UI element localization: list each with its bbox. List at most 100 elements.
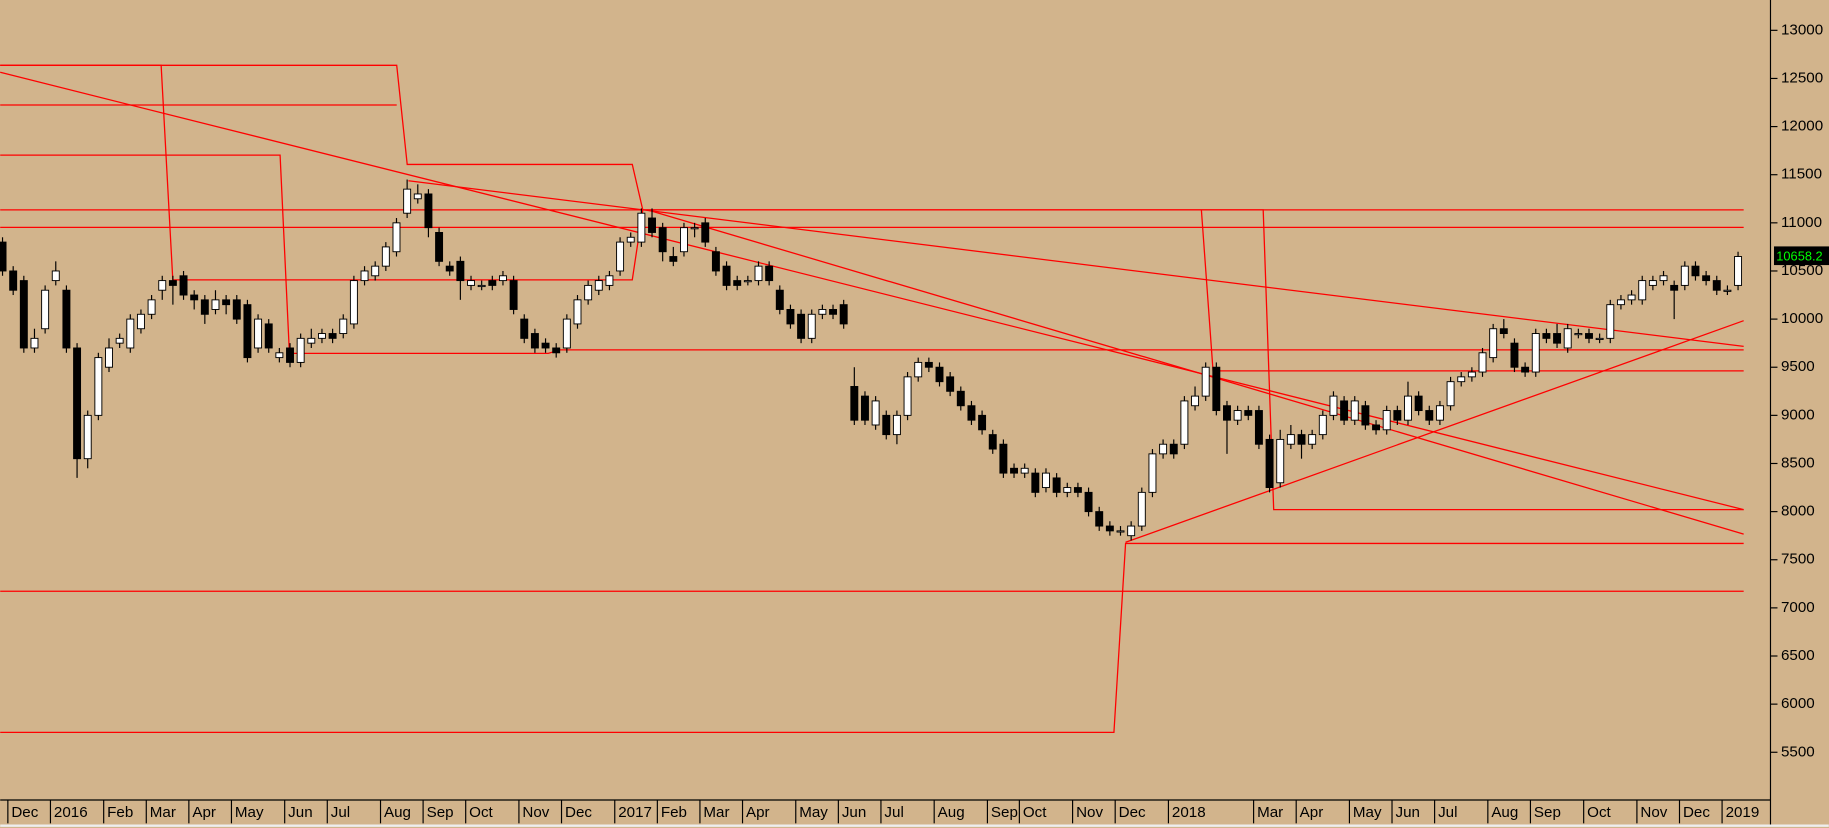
candle-body bbox=[648, 217, 656, 233]
candle-body bbox=[381, 246, 390, 267]
y-tick-label: 11000 bbox=[1781, 214, 1822, 231]
candle-body bbox=[637, 212, 646, 243]
candle-body bbox=[1276, 438, 1285, 484]
candle-body bbox=[286, 347, 294, 363]
candle-body bbox=[1691, 265, 1700, 277]
candle-body bbox=[9, 270, 18, 291]
candle-body bbox=[1254, 410, 1263, 445]
candle-body bbox=[1105, 525, 1114, 532]
candle-body bbox=[83, 414, 92, 460]
candle-body bbox=[1723, 289, 1732, 292]
candle-body bbox=[871, 400, 880, 426]
candle-body bbox=[1063, 487, 1072, 493]
candle-body bbox=[403, 188, 412, 214]
candle-body bbox=[1191, 395, 1200, 407]
trend-line bbox=[1125, 320, 1744, 543]
x-tick-label: 2016 bbox=[54, 804, 88, 821]
candle-body bbox=[1606, 304, 1615, 339]
candle-body bbox=[1680, 265, 1689, 286]
candle-body bbox=[1297, 434, 1306, 445]
candle-body bbox=[1318, 414, 1327, 436]
candle-body bbox=[0, 241, 7, 272]
candle-body bbox=[435, 231, 444, 262]
candle-body bbox=[1616, 299, 1625, 306]
candle-body bbox=[978, 414, 987, 431]
candle-body bbox=[1084, 491, 1093, 513]
candle-body bbox=[520, 318, 529, 339]
x-tick-label: 2018 bbox=[1172, 804, 1206, 821]
candle-body bbox=[1542, 333, 1551, 339]
x-tick-label: Feb bbox=[661, 804, 687, 821]
candle-body bbox=[264, 323, 273, 349]
candle-body bbox=[1201, 366, 1210, 397]
x-tick-label: Oct bbox=[469, 804, 493, 821]
candle-body bbox=[754, 265, 763, 282]
x-tick-label: Apr bbox=[1300, 804, 1324, 821]
candle-body bbox=[1467, 371, 1476, 378]
candle-body bbox=[275, 352, 284, 359]
candle-body bbox=[1372, 424, 1381, 431]
candle-body bbox=[711, 251, 720, 272]
candle-body bbox=[105, 347, 113, 368]
y-tick-label: 6000 bbox=[1781, 695, 1815, 712]
candle-body bbox=[1659, 275, 1668, 282]
candle-body bbox=[605, 275, 614, 286]
candle-body bbox=[818, 309, 827, 315]
candle-body bbox=[946, 376, 955, 392]
x-tick-label: 2017 bbox=[618, 804, 652, 821]
candle-body bbox=[1329, 395, 1338, 416]
candle-body bbox=[988, 434, 997, 450]
candle-body bbox=[1393, 410, 1402, 421]
candle-body bbox=[115, 337, 124, 344]
candle-body bbox=[882, 414, 891, 436]
candle-body bbox=[467, 280, 475, 286]
candle-body bbox=[1244, 410, 1253, 416]
candle-body bbox=[1489, 328, 1498, 359]
candle-body bbox=[360, 270, 369, 282]
x-tick-label: Dec bbox=[565, 804, 592, 821]
x-tick-label: Sep bbox=[427, 804, 454, 821]
x-tick-label: Nov bbox=[522, 804, 549, 821]
x-tick-label: Oct bbox=[1023, 804, 1047, 821]
candle-body bbox=[1414, 395, 1423, 412]
x-tick-label: Sep bbox=[1534, 804, 1561, 821]
candle-body bbox=[371, 265, 380, 277]
candle-body bbox=[1499, 328, 1508, 335]
candle-body bbox=[552, 347, 561, 354]
candle-body bbox=[1531, 333, 1540, 373]
candle-body bbox=[956, 390, 965, 407]
candle-body bbox=[1137, 491, 1146, 527]
y-tick-label: 6500 bbox=[1781, 647, 1815, 664]
candle-body bbox=[1010, 467, 1018, 474]
x-tick-label: Feb bbox=[107, 804, 133, 821]
y-tick-label: 10500 bbox=[1781, 262, 1823, 279]
candle-body bbox=[669, 256, 678, 262]
x-tick-label: May bbox=[1353, 804, 1382, 821]
y-tick-label: 11500 bbox=[1781, 166, 1822, 183]
candle-body bbox=[999, 443, 1008, 474]
candle-body bbox=[222, 299, 231, 306]
trend-lines bbox=[0, 64, 1744, 734]
candle-body bbox=[914, 361, 923, 378]
candle-body bbox=[243, 304, 252, 359]
trend-line bbox=[647, 209, 1744, 535]
candle-body bbox=[1340, 400, 1349, 421]
candle-body bbox=[147, 299, 156, 315]
y-tick-label: 8500 bbox=[1781, 454, 1815, 471]
candle-body bbox=[626, 236, 635, 243]
trend-line bbox=[0, 154, 1744, 354]
candle-body bbox=[829, 309, 837, 315]
y-tick-label: 12500 bbox=[1781, 69, 1823, 86]
candle-body bbox=[1180, 400, 1189, 445]
x-tick-label: Aug bbox=[938, 804, 965, 821]
trend-line bbox=[408, 180, 1744, 347]
candle-body bbox=[690, 227, 699, 230]
x-tick-label: 2019 bbox=[1726, 804, 1760, 821]
candle-body bbox=[1095, 511, 1104, 527]
candle-body bbox=[1350, 400, 1359, 421]
candle-body bbox=[1478, 352, 1487, 373]
candle-body bbox=[701, 222, 710, 243]
y-tick-label: 5500 bbox=[1781, 743, 1815, 760]
candle-body bbox=[62, 289, 71, 349]
